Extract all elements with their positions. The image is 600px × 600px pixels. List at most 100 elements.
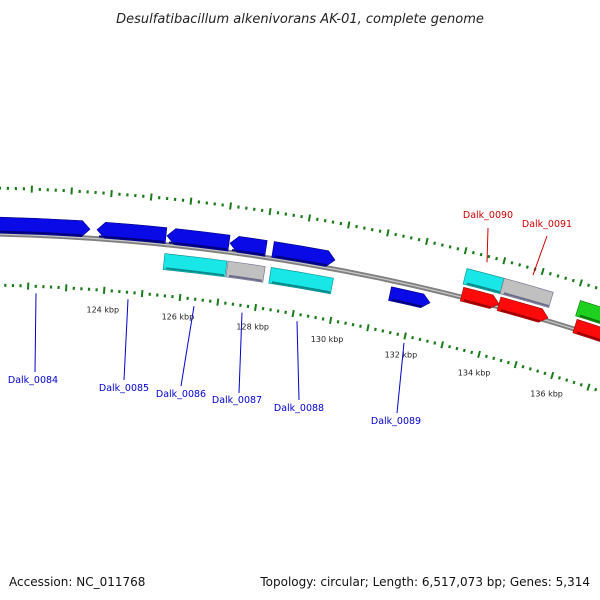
inner-major-tick [216, 298, 220, 306]
outer-minor-tick [495, 256, 499, 261]
outer-minor-tick [564, 276, 568, 280]
outer-minor-tick [471, 250, 475, 255]
outer-major-tick [189, 197, 193, 205]
inner-minor-tick [381, 329, 385, 333]
gene-arrow-dalk_0091[interactable] [499, 277, 554, 308]
gene-arrow-shadow [503, 292, 550, 308]
gene-label-dalk_0089[interactable]: Dalk_0089 [371, 416, 421, 427]
outer-minor-tick [510, 261, 514, 265]
outer-major-tick [463, 247, 468, 255]
gene-arrow-shadow [231, 249, 265, 256]
inner-minor-tick [448, 344, 452, 349]
outer-minor-tick [525, 265, 529, 269]
outer-major-tick [149, 193, 153, 201]
gene-arrow-dalk_0092_cds[interactable] [575, 300, 600, 327]
outer-minor-tick [518, 263, 522, 267]
gene-arrow-dalk_0086_cds[interactable] [162, 253, 228, 278]
gene-label-dalk_0086[interactable]: Dalk_0086 [156, 389, 206, 400]
gene-arrow-dalk_0092_cds2[interactable] [572, 319, 600, 344]
gene-arrow-shadow [168, 241, 228, 251]
inner-minor-tick [418, 337, 422, 342]
gene-arrow-dalk_0088[interactable] [271, 241, 336, 267]
outer-major-tick [540, 267, 545, 276]
outer-minor-tick [594, 285, 598, 290]
scale-label: 130 kbp [311, 335, 344, 344]
map-title: Desulfatibacillum alkenivorans AK-01, co… [116, 12, 484, 27]
outer-minor-tick [448, 245, 452, 249]
inner-major-tick [254, 303, 258, 312]
scale-label: 132 kbp [385, 351, 418, 360]
inner-minor-tick [557, 376, 561, 380]
inner-minor-tick [299, 313, 302, 317]
gene-arrow-body [271, 241, 336, 267]
gene-arrow-dalk_0087[interactable] [229, 236, 268, 257]
inner-minor-tick [579, 383, 583, 387]
gene-label-dalk_0088[interactable]: Dalk_0088 [274, 403, 324, 414]
scale-label: 136 kbp [530, 390, 563, 399]
inner-major-tick [140, 289, 144, 298]
inner-major-tick [477, 350, 481, 359]
gene-arrow-dalk_0085[interactable] [96, 221, 168, 244]
inner-minor-tick [306, 314, 310, 318]
gene-label-dalk_0090[interactable]: Dalk_0090 [463, 210, 513, 221]
outer-major-tick [386, 229, 390, 237]
gene-arrow-dalk_0087_cds[interactable] [225, 260, 266, 283]
gene-arrow-body [162, 253, 228, 278]
gene-label-leader [180, 306, 195, 387]
gene-arrow-shadow [165, 267, 225, 277]
outer-minor-tick [440, 243, 444, 247]
gene-label-leader [486, 227, 489, 263]
inner-minor-tick [396, 332, 400, 336]
inner-minor-tick [572, 380, 576, 385]
outer-minor-tick [300, 214, 303, 219]
inner-major-tick [550, 371, 555, 380]
gene-arrow-body [166, 228, 231, 252]
gene-arrow-body [496, 296, 549, 323]
outer-major-tick [268, 207, 272, 216]
accession-label: Accession: NC_011768 [9, 575, 145, 589]
inner-minor-tick [374, 327, 377, 332]
outer-major-tick [347, 221, 351, 229]
inner-minor-tick [484, 354, 488, 359]
gene-arrow-dalk_0086[interactable] [166, 228, 231, 252]
outer-minor-tick [409, 236, 413, 240]
outer-minor-tick [355, 224, 358, 229]
inner-major-tick [440, 341, 445, 349]
inner-major-tick [403, 332, 407, 340]
scale-labels: 124 kbp 126 kbp 128 kbp 130 kbp 132 kbp 134 k… [86, 305, 562, 398]
gene-label-leader [123, 299, 129, 381]
gene-arrow-body [499, 277, 554, 308]
gene-arrow-dalk_0089[interactable] [388, 286, 431, 309]
inner-minor-tick [462, 348, 466, 353]
gene-arrow-body [459, 286, 500, 309]
scale-label: 134 kbp [458, 369, 491, 378]
outer-minor-tick [315, 217, 319, 221]
outer-major-tick [425, 237, 429, 246]
gene-arrow-dalk_0084[interactable] [0, 216, 91, 237]
gene-arrow-dalk_0091_cds[interactable] [496, 296, 549, 323]
inner-minor-tick [536, 369, 540, 373]
outer-major-tick [502, 257, 507, 265]
inner-minor-tick [433, 341, 437, 345]
gene-arrow-body [572, 319, 600, 342]
outer-minor-tick [556, 274, 560, 278]
inner-minor-tick [521, 365, 525, 369]
gene-label-dalk_0085[interactable]: Dalk_0085 [99, 383, 149, 394]
gene-label-dalk_0087[interactable]: Dalk_0087 [212, 395, 262, 406]
outer-minor-tick [548, 271, 552, 276]
gene-label-dalk_0091[interactable]: Dalk_0091 [522, 219, 572, 230]
gene-arrow-shadow [274, 255, 328, 267]
gene-arrow-dalk_0088_cds[interactable] [268, 267, 334, 295]
gene-labels: Dalk_0084 Dalk_0085 Dalk_0086 Dalk_0087 Dalk… [8, 210, 572, 427]
outer-minor-tick [323, 219, 327, 223]
gene-label-dalk_0084[interactable]: Dalk_0084 [8, 375, 58, 386]
gene-arrow-shadow [579, 314, 600, 324]
inner-minor-tick [492, 356, 496, 361]
outer-minor-tick [433, 241, 437, 245]
gene-arrow-dalk_0090_cds[interactable] [459, 286, 500, 309]
gene-arrow-body [388, 286, 431, 309]
scale-label: 128 kbp [236, 322, 269, 331]
inner-major-tick [291, 309, 295, 318]
inner-minor-tick [344, 321, 347, 325]
